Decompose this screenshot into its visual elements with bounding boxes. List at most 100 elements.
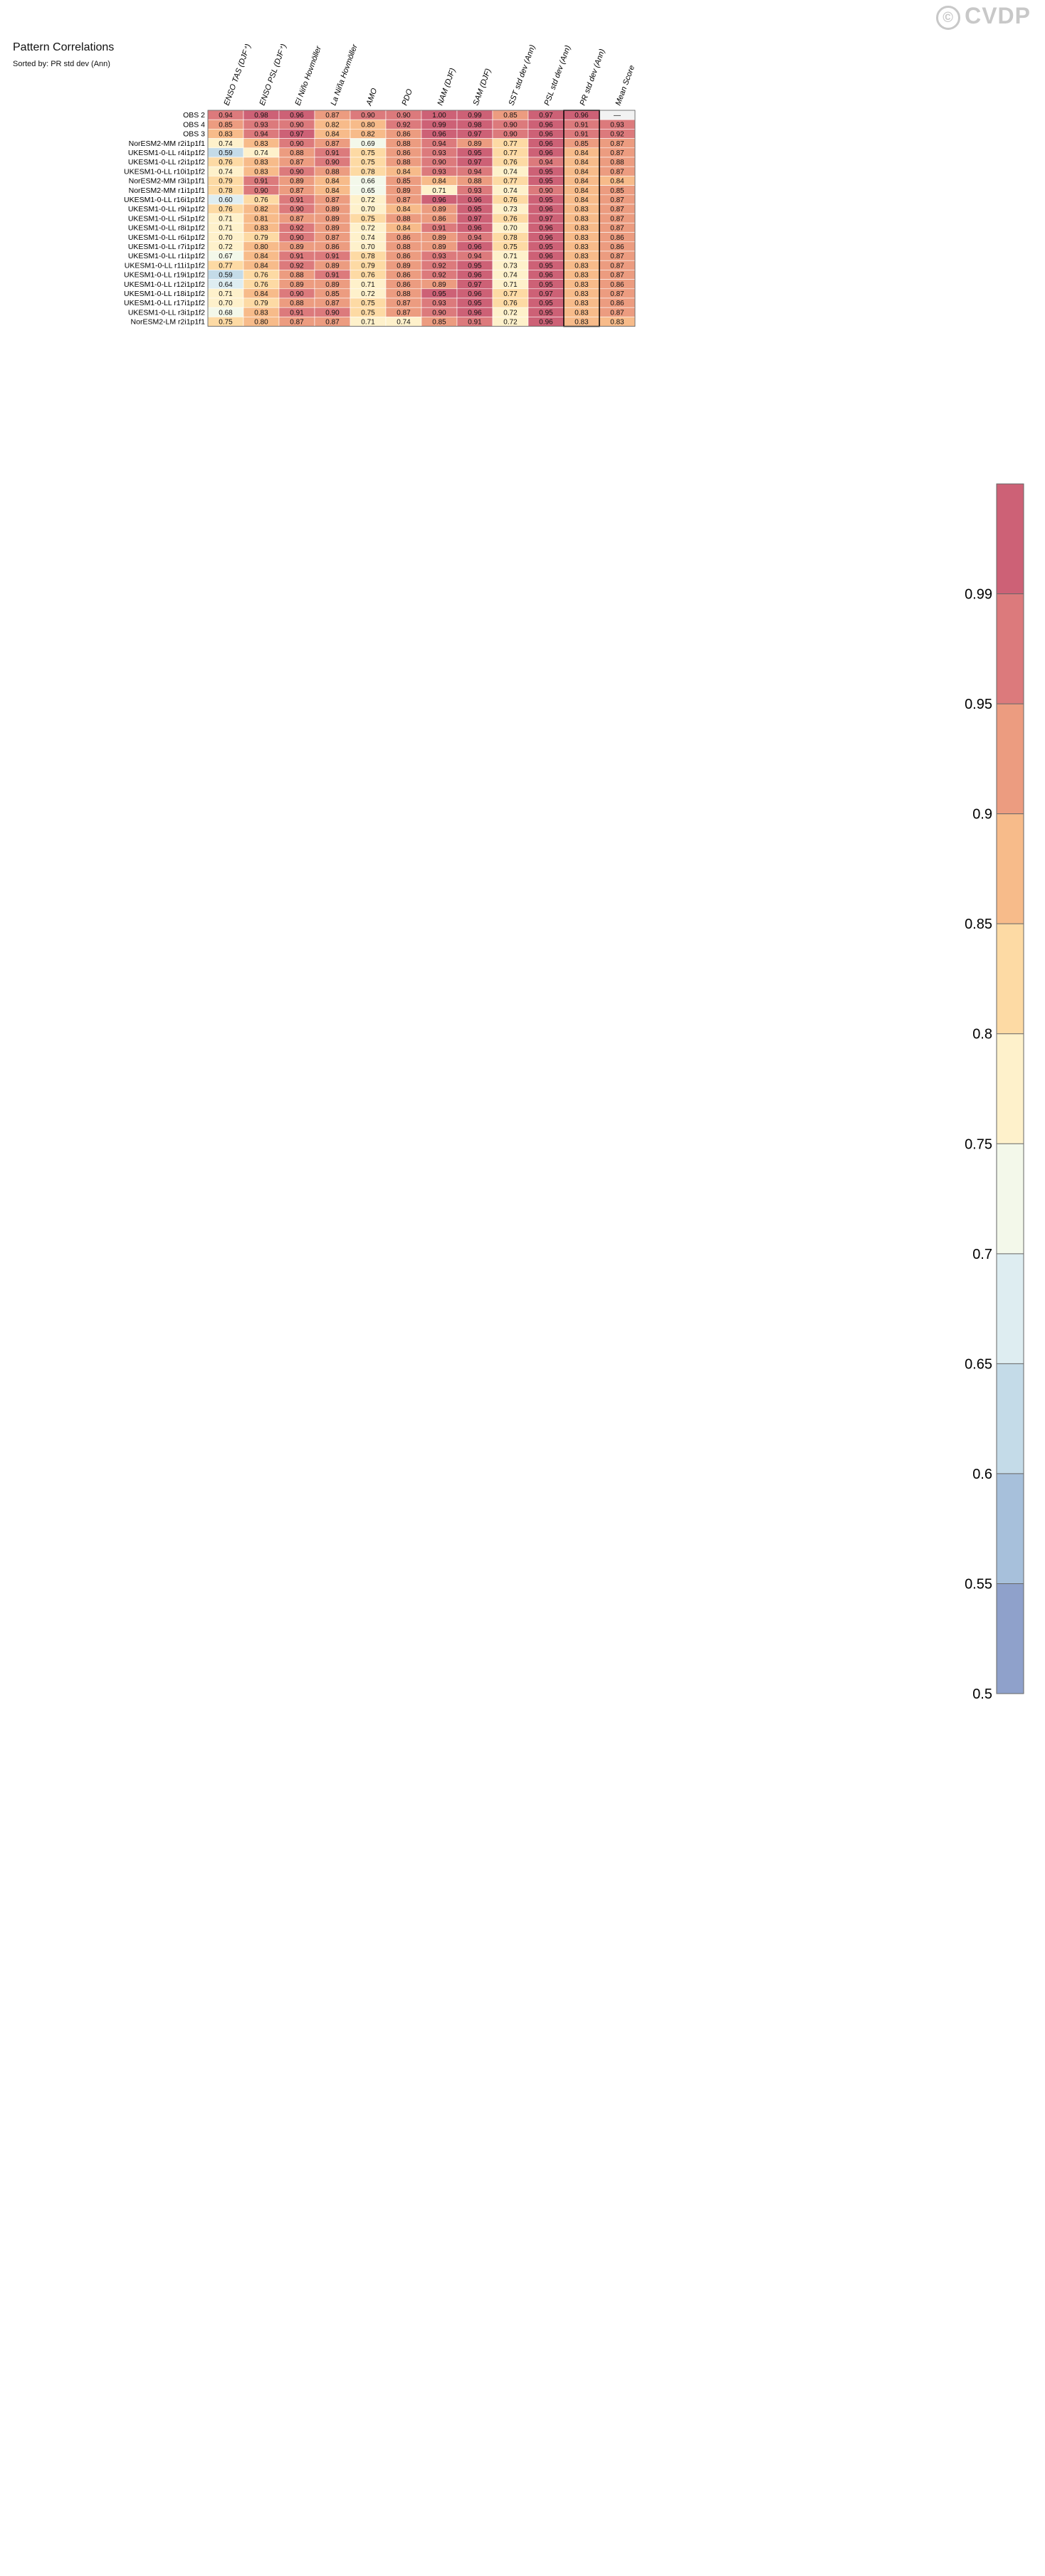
cell-value: 0.95: [539, 281, 553, 289]
cell-value: 0.98: [254, 112, 268, 120]
cell-value: 0.86: [397, 234, 411, 242]
cell-value: 0.94: [432, 140, 446, 148]
cell-value: 0.89: [325, 281, 340, 289]
cell-value: 0.93: [254, 121, 268, 129]
cell-value: 0.91: [468, 319, 482, 327]
cell-value: 0.87: [397, 309, 411, 317]
cell-value: 0.76: [219, 159, 233, 167]
cell-value: 0.88: [397, 215, 411, 223]
cell-value: 0.95: [539, 178, 553, 186]
cell-value: 0.83: [254, 140, 268, 148]
cell-value: 0.77: [503, 178, 518, 186]
cell-value: 0.83: [574, 215, 589, 223]
cell-value: 0.71: [361, 281, 375, 289]
cell-value: 0.88: [397, 290, 411, 298]
cell-value: 0.83: [219, 131, 233, 139]
cell-value: 0.95: [539, 300, 553, 307]
cell-value: 0.89: [290, 281, 304, 289]
cell-value: 0.83: [574, 300, 589, 307]
cell-value: 0.76: [503, 196, 518, 204]
colorbar-segment: [996, 593, 1024, 704]
cell-value: 0.96: [468, 196, 482, 204]
cell-value: 0.73: [503, 206, 518, 213]
cell-value: 0.89: [325, 225, 340, 233]
cell-value: 0.96: [539, 225, 553, 233]
cell-value: 0.85: [610, 187, 624, 195]
cell-value: 0.94: [468, 234, 482, 242]
cell-value: 0.84: [397, 168, 411, 176]
cell-value: 0.96: [539, 234, 553, 242]
cell-value: 0.71: [432, 187, 446, 195]
cell-value: 0.84: [397, 225, 411, 233]
cell-value: 0.96: [539, 319, 553, 327]
cell-value: 0.97: [539, 290, 553, 298]
cell-value: 0.85: [432, 319, 446, 327]
cell-value: 0.70: [361, 206, 375, 213]
cell-value: 0.84: [254, 253, 268, 260]
cell-value: 0.96: [539, 131, 553, 139]
cell-value: 0.86: [397, 131, 411, 139]
cell-value: 0.95: [468, 262, 482, 270]
cell-value: 0.74: [219, 168, 233, 176]
cell-value: 0.90: [290, 168, 304, 176]
cell-value: 0.90: [325, 309, 340, 317]
row-label: UKESM1-0-LL r5i1p1f2: [128, 214, 205, 223]
column-header: PDO: [401, 88, 415, 107]
cell-value: 0.96: [468, 243, 482, 251]
cell-value: 0.90: [290, 140, 304, 148]
cell-value: 0.87: [397, 196, 411, 204]
cell-value: 0.89: [325, 262, 340, 270]
cell-value: 0.95: [468, 300, 482, 307]
cell-value: 0.94: [254, 131, 268, 139]
cell-value: 0.83: [574, 234, 589, 242]
cell-value: 0.67: [219, 253, 233, 260]
cell-value: 0.84: [574, 159, 589, 167]
cell-value: 0.84: [254, 262, 268, 270]
cell-value: 0.84: [574, 168, 589, 176]
cell-value: 0.96: [432, 196, 446, 204]
cell-value: 0.83: [574, 206, 589, 213]
row-label: OBS 4: [183, 120, 205, 129]
cell-value: 0.95: [539, 196, 553, 204]
cell-value: 0.99: [468, 112, 482, 120]
column-header: SAM (DJF): [472, 68, 493, 107]
cell-value: 0.82: [361, 131, 375, 139]
row-label: NorESM2-MM r2i1p1f1: [129, 139, 206, 148]
cell-value: 0.88: [397, 243, 411, 251]
cell-value: 0.79: [254, 300, 268, 307]
row-label: UKESM1-0-LL r11i1p1f2: [125, 261, 205, 270]
cell-value: 0.87: [325, 300, 340, 307]
cell-value: 0.74: [503, 168, 518, 176]
cell-value: 0.76: [503, 159, 518, 167]
row-label: OBS 2: [183, 111, 205, 120]
cell-value: 0.60: [219, 196, 233, 204]
cell-value: 0.87: [610, 253, 624, 260]
cell-value: 0.75: [361, 215, 375, 223]
cell-value: 0.87: [325, 319, 340, 327]
cell-value: 0.80: [361, 121, 375, 129]
cell-value: 0.89: [325, 215, 340, 223]
cell-value: 0.85: [219, 121, 233, 129]
cell-value: 0.76: [219, 206, 233, 213]
cell-value: 0.64: [219, 281, 233, 289]
cell-value: 0.84: [574, 149, 589, 157]
cell-value: 0.90: [325, 159, 340, 167]
cell-value: 0.86: [397, 272, 411, 280]
cell-value: 0.89: [397, 262, 411, 270]
cell-value: 0.92: [432, 262, 446, 270]
colorbar-tick-label: 0.7: [972, 1247, 992, 1262]
cell-value: 0.84: [325, 178, 340, 186]
cell-value: 0.71: [503, 281, 518, 289]
cell-value: 0.84: [432, 178, 446, 186]
colorbar-tick-label: 0.65: [965, 1356, 992, 1372]
chart-title: Pattern Correlations: [13, 41, 115, 53]
colorbar-segment: [996, 1144, 1024, 1255]
cell-value: 0.87: [610, 206, 624, 213]
cell-value: 0.99: [432, 121, 446, 129]
cell-value: 0.85: [574, 140, 589, 148]
cell-value: 0.91: [325, 272, 340, 280]
cell-value: 0.97: [539, 215, 553, 223]
cell-value: 0.85: [325, 290, 340, 298]
cell-value: 0.79: [219, 178, 233, 186]
cell-value: 0.89: [325, 206, 340, 213]
